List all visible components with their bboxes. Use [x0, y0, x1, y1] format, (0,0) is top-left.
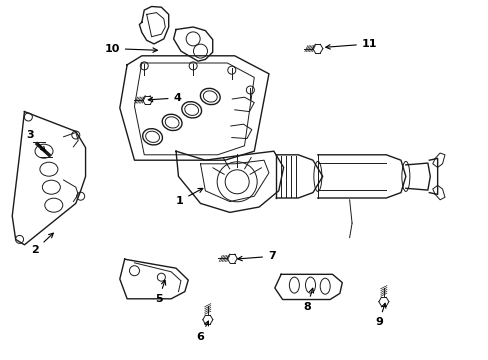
Text: 9: 9	[374, 303, 385, 327]
Text: 1: 1	[175, 188, 203, 206]
Text: 11: 11	[325, 39, 377, 49]
Text: 6: 6	[196, 321, 208, 342]
Text: 10: 10	[104, 44, 157, 54]
Text: 5: 5	[155, 280, 165, 304]
Text: 8: 8	[303, 288, 313, 312]
Text: 7: 7	[237, 251, 275, 261]
Text: 3: 3	[26, 130, 45, 151]
Text: 2: 2	[31, 233, 53, 255]
Text: 4: 4	[148, 93, 181, 103]
